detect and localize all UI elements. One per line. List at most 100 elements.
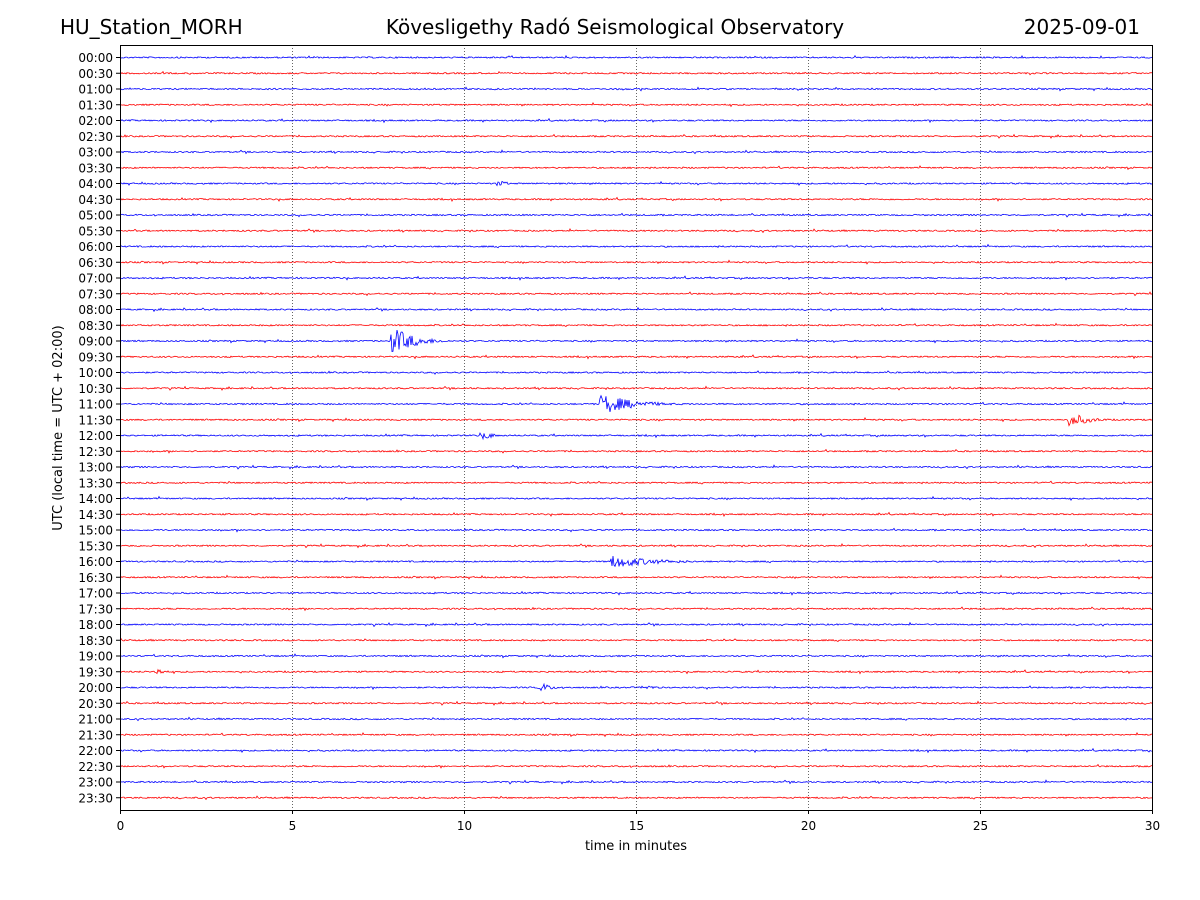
trace-0630 (119, 259, 1153, 265)
grid-group (292, 45, 981, 810)
y-tick-label-0830: 08:30 (78, 319, 113, 333)
y-tick-label-2030: 20:30 (78, 697, 113, 711)
trace-0730 (119, 291, 1153, 297)
y-tick-label-1430: 14:30 (78, 508, 113, 522)
y-tick-label-1030: 10:30 (78, 382, 113, 396)
trace-0030 (119, 70, 1153, 76)
trace-1130 (119, 414, 1153, 427)
trace-2200 (119, 747, 1153, 754)
trace-1200 (119, 432, 1153, 441)
y-tick-label-1930: 19:30 (78, 665, 113, 679)
trace-0100 (119, 86, 1153, 92)
chart-title: Kövesligethy Radó Seismological Observat… (385, 15, 845, 39)
y-tick-label-0030: 00:30 (78, 67, 113, 81)
x-tick-label-5: 5 (289, 819, 297, 833)
y-tick-label-2300: 23:00 (78, 776, 113, 790)
y-tick-label-1400: 14:00 (78, 492, 113, 506)
y-tick-label-1300: 13:00 (78, 461, 113, 475)
trace-0330 (119, 165, 1153, 171)
y-tick-label-1130: 11:30 (78, 413, 113, 427)
trace-1330 (119, 480, 1152, 485)
trace-1100 (119, 394, 1153, 412)
trace-0400 (119, 180, 1153, 187)
y-tick-label-0630: 06:30 (78, 256, 113, 270)
trace-2100 (119, 716, 1153, 722)
trace-0000 (119, 54, 1153, 59)
x-tick-label-20: 20 (801, 819, 816, 833)
y-tick-label-1600: 16:00 (78, 555, 113, 569)
y-tick-label-1830: 18:30 (78, 634, 113, 648)
y-tick-label-0700: 07:00 (78, 272, 113, 286)
trace-1800 (119, 621, 1153, 628)
y-tick-label-1630: 16:30 (78, 571, 113, 585)
x-tick-label-30: 30 (1145, 819, 1160, 833)
trace-2030 (119, 700, 1153, 706)
x-tick-label-25: 25 (973, 819, 988, 833)
y-tick-label-0200: 02:00 (78, 114, 113, 128)
y-axis-label: UTC (local time = UTC + 02:00) (51, 325, 66, 530)
station-label: HU_Station_MORH (60, 15, 243, 39)
trace-1430 (120, 511, 1153, 518)
y-tick-label-2130: 21:30 (78, 728, 113, 742)
y-tick-label-0300: 03:00 (78, 146, 113, 160)
trace-1900 (119, 653, 1153, 659)
trace-group (119, 54, 1153, 801)
y-tick-label-0930: 09:30 (78, 350, 113, 364)
trace-0830 (119, 322, 1153, 327)
y-tick-label-2330: 23:30 (78, 791, 113, 805)
y-tick-label-1800: 18:00 (78, 618, 113, 632)
y-tick-label-0530: 05:30 (78, 224, 113, 238)
y-tick-label-1330: 13:30 (78, 476, 113, 490)
y-tick-label-2200: 22:00 (78, 744, 113, 758)
y-tick-label-0100: 01:00 (78, 83, 113, 97)
y-tick-label-0000: 00:00 (78, 51, 113, 65)
trace-0530 (119, 227, 1153, 234)
y-tick-label-1730: 17:30 (78, 602, 113, 616)
trace-2300 (119, 779, 1153, 785)
y-tick-label-1230: 12:30 (78, 445, 113, 459)
y-tick-label-0800: 08:00 (78, 303, 113, 317)
y-tick-label-0130: 01:30 (78, 98, 113, 112)
trace-1700 (119, 590, 1153, 596)
trace-0900 (119, 330, 1152, 352)
y-tick-label-0430: 04:30 (78, 193, 113, 207)
y-tick-label-0500: 05:00 (78, 209, 113, 223)
trace-1530 (119, 542, 1153, 549)
x-axis-label: time in minutes (585, 839, 687, 854)
trace-1300 (119, 464, 1153, 470)
trace-1500 (119, 527, 1153, 533)
trace-0230 (119, 133, 1153, 139)
x-tick-label-15: 15 (629, 819, 644, 833)
trace-1830 (119, 637, 1153, 642)
trace-0800 (119, 306, 1153, 313)
trace-0430 (119, 196, 1153, 203)
trace-1730 (119, 606, 1153, 612)
y-tick-label-1000: 10:00 (78, 366, 113, 380)
y-tick-label-0730: 07:30 (78, 287, 113, 301)
trace-2130 (119, 732, 1152, 738)
x-tick-group: 0 5 10 15 20 25 30 (117, 810, 1160, 833)
y-tick-label-0330: 03:30 (78, 161, 113, 175)
y-tick-label-1530: 15:30 (78, 539, 113, 553)
trace-1630 (119, 574, 1153, 580)
x-tick-label-0: 0 (117, 819, 125, 833)
y-tick-label-1200: 12:00 (78, 429, 113, 443)
trace-1400 (119, 495, 1153, 502)
y-tick-label-0400: 04:00 (78, 177, 113, 191)
y-tick-label-0900: 09:00 (78, 335, 113, 349)
trace-0930 (119, 354, 1153, 360)
y-tick-label-2100: 21:00 (78, 713, 113, 727)
y-tick-label-2000: 20:00 (78, 681, 113, 695)
x-tick-label-10: 10 (457, 819, 472, 833)
trace-1030 (119, 385, 1153, 391)
y-tick-label-0230: 02:30 (78, 130, 113, 144)
trace-0130 (119, 102, 1153, 108)
trace-1000 (119, 370, 1153, 375)
trace-0600 (119, 243, 1153, 249)
y-tick-label-1700: 17:00 (78, 587, 113, 601)
y-tick-label-2230: 22:30 (78, 760, 113, 774)
y-tick-label-1900: 19:00 (78, 650, 113, 664)
trace-1600 (119, 555, 1153, 568)
